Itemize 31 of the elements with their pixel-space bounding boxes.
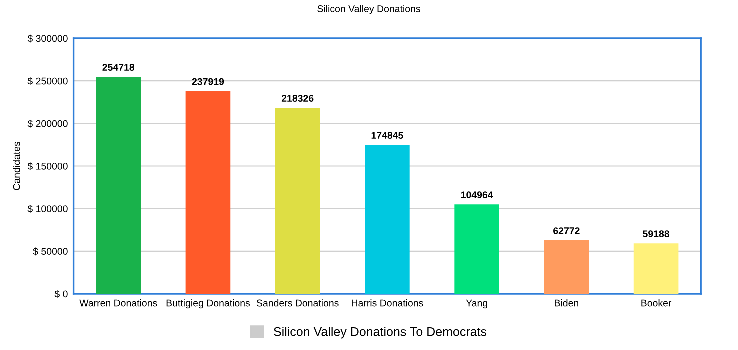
- x-tick-label: Biden: [555, 300, 578, 307]
- data-label: 62772: [554, 228, 580, 234]
- x-tick-label: Harris Donations: [352, 300, 424, 307]
- chart-title: Silicon Valley Donations: [318, 5, 420, 14]
- bar: [544, 240, 590, 294]
- bar: [454, 204, 500, 294]
- data-label: 218326: [282, 95, 314, 102]
- bar: [365, 145, 410, 294]
- data-label: 59188: [643, 230, 670, 238]
- y-tick-label: $ 0: [54, 290, 68, 298]
- x-tick-label: Sanders Donations: [256, 300, 339, 307]
- data-label: 254718: [102, 64, 135, 71]
- bar: [186, 91, 231, 294]
- y-tick-label: $ 100000: [28, 205, 68, 214]
- x-tick-label: Warren Donations: [80, 300, 158, 307]
- text: Silicon Valley Donations To Democrats: [274, 327, 487, 339]
- y-tick-label: $ 250000: [28, 77, 68, 86]
- y-tick-label: $ 150000: [28, 162, 68, 170]
- data-label: 174845: [372, 132, 404, 139]
- x-tick-label: Booker: [642, 300, 672, 307]
- data-label: 104964: [461, 192, 494, 199]
- bar: [96, 77, 142, 294]
- y-tick-label: $ 300000: [28, 34, 68, 43]
- x-tick-label: Buttigieg Donations: [166, 300, 250, 309]
- data-label: 237919: [192, 78, 224, 86]
- y-axis-title: Candidates: [13, 142, 20, 190]
- y-tick-label: $ 50000: [33, 248, 68, 256]
- bar: [634, 244, 679, 294]
- bar: [275, 108, 320, 294]
- y-tick-label: $ 200000: [28, 120, 68, 128]
- x-tick-label: Yang: [466, 300, 488, 309]
